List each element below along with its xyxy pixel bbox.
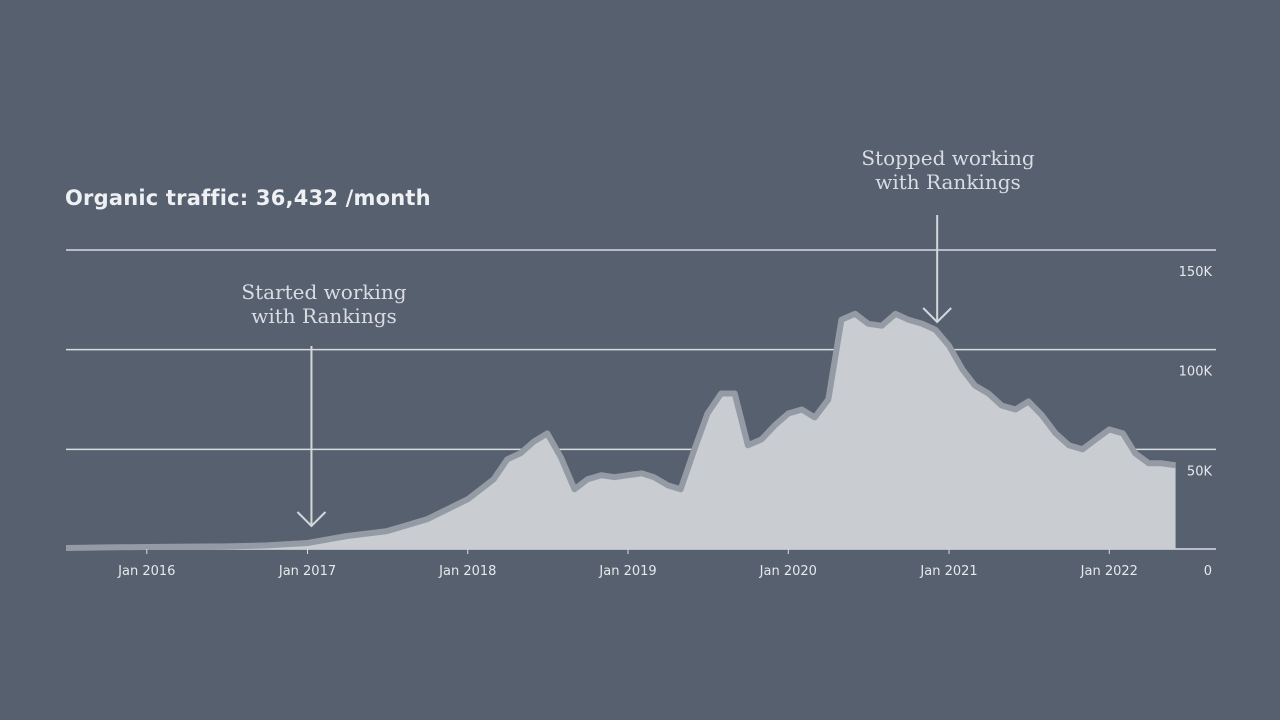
x-tick-label: Jan 2019 [598,564,656,579]
x-tick-label: Jan 2020 [759,564,817,579]
annotation-stopped-line2: with Rankings [875,170,1021,194]
annotation-stopped: Stopped working with Rankings [838,146,1058,194]
x-tick-label: Jan 2017 [278,564,336,579]
annotation-started: Started working with Rankings [214,280,434,328]
annotation-arrowhead [296,511,327,528]
y-tick-label: 100K [1179,365,1213,380]
x-tick-label: Jan 2018 [438,564,496,579]
y-tick-label: 50K [1187,464,1213,479]
series-line [65,310,1177,551]
annotation-stopped-line1: Stopped working [861,146,1035,170]
area-fill [66,313,1176,549]
annotation-started-line2: with Rankings [251,304,397,328]
x-tick-label: Jan 2022 [1080,564,1138,579]
y-tick-label: 150K [1179,265,1213,280]
x-tick-label: Jan 2021 [919,564,977,579]
x-tick-label: Jan 2016 [117,564,175,579]
annotation-started-line1: Started working [241,280,407,304]
y-tick-label: 0 [1204,564,1212,579]
chart-title: Organic traffic: 36,432 /month [65,186,431,210]
annotation-arrowhead [922,307,952,324]
